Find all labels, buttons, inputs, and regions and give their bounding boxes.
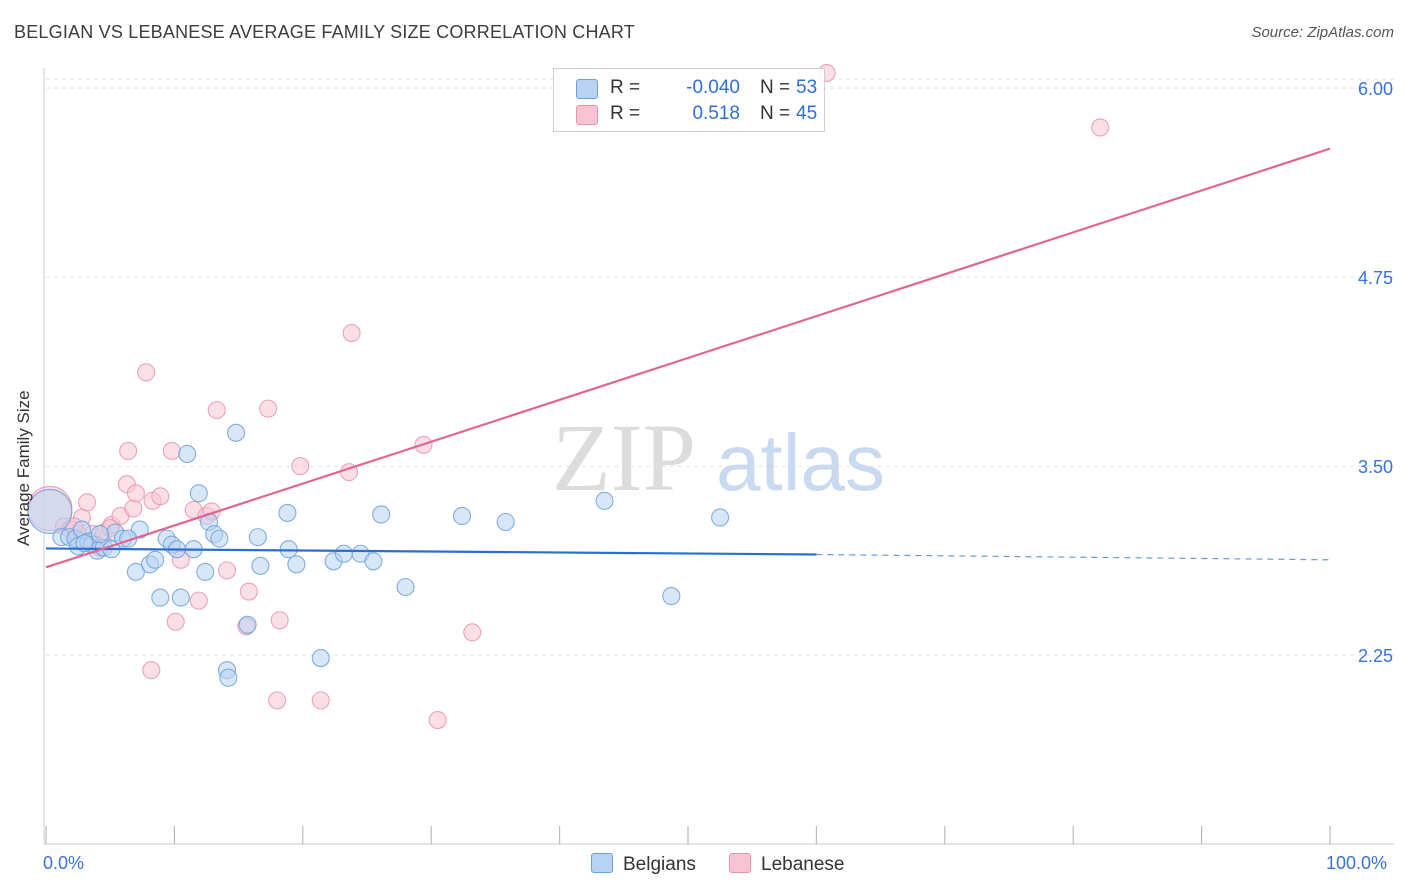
y-tick-label: 6.00 <box>1358 79 1393 99</box>
belgian-point <box>311 649 330 668</box>
belgian-point <box>496 512 515 532</box>
belgian-point <box>171 588 190 607</box>
belgian-point <box>146 550 165 569</box>
lebanese-point <box>291 457 310 476</box>
belgian-point <box>662 587 681 606</box>
axes <box>43 68 1394 845</box>
lebanese-n-label: N = <box>760 103 791 124</box>
lebanese-point <box>126 484 145 503</box>
x-tick-min: 0.0% <box>43 853 85 873</box>
belgian-point <box>126 562 145 581</box>
belgians-r-label: R = <box>610 77 641 98</box>
belgian-point <box>452 506 472 526</box>
lebanese-point <box>463 623 482 642</box>
lebanese-point <box>142 661 161 680</box>
lebanese-point <box>217 561 237 580</box>
lebanese-point <box>119 441 138 461</box>
belgian-point <box>27 488 73 534</box>
belgian-point <box>278 503 297 522</box>
belgian-point <box>396 577 415 597</box>
lebanese-point <box>78 493 97 512</box>
belgian-point <box>178 444 197 464</box>
lebanese-point <box>151 487 170 506</box>
lebanese-point <box>311 691 330 710</box>
y-axis-label: Average Family Size <box>14 390 33 546</box>
belgians-legend-swatch <box>591 853 613 873</box>
lebanese-point <box>207 401 226 420</box>
lebanese-n-value: 45 <box>796 103 818 124</box>
lebanese-point <box>1091 118 1110 137</box>
grid-lines <box>46 78 1394 656</box>
belgians-n-value: 53 <box>796 77 818 98</box>
bottom-legend-lebanese: Lebanese <box>729 853 844 876</box>
belgian-point <box>219 668 238 687</box>
belgian-point <box>248 528 267 547</box>
lebanese-point <box>259 399 278 418</box>
belgians-swatch <box>576 79 598 99</box>
y-tick-labels: 2.25 3.50 4.75 6.00 <box>1358 79 1393 666</box>
belgian-point <box>334 544 353 563</box>
y-tick-label: 3.50 <box>1358 457 1393 477</box>
lebanese-point <box>124 499 143 518</box>
belgian-point <box>238 615 257 634</box>
watermark-atlas: atlas <box>716 418 885 507</box>
belgian-point <box>595 491 614 510</box>
lebanese-point <box>268 691 287 710</box>
bottom-legend-belgians: Belgians <box>591 853 696 876</box>
lebanese-point <box>342 323 361 343</box>
chart-title: BELGIAN VS LEBANESE AVERAGE FAMILY SIZE … <box>14 22 635 42</box>
lebanese-point <box>189 591 208 610</box>
y-tick-label: 4.75 <box>1358 268 1393 288</box>
lebanese-legend-swatch <box>729 853 751 873</box>
lebanese-legend-label: Lebanese <box>761 854 845 875</box>
lebanese-point <box>270 611 289 630</box>
belgian-point <box>372 505 391 524</box>
lebanese-trend-line <box>45 147 1331 569</box>
belgian-point <box>287 555 306 574</box>
belgian-point <box>364 552 383 571</box>
belgians-trend-line <box>45 547 817 556</box>
belgian-point <box>210 529 229 548</box>
belgian-point <box>226 423 246 442</box>
lebanese-r-label: R = <box>610 103 641 124</box>
lebanese-point <box>428 710 447 730</box>
belgian-point <box>279 540 298 559</box>
belgian-point <box>251 556 270 575</box>
lebanese-r-value: 0.518 <box>692 103 740 124</box>
belgian-point <box>151 588 170 607</box>
x-tick-max: 100.0% <box>1326 853 1388 873</box>
belgians-r-value: -0.040 <box>686 77 740 98</box>
belgians-trend-extension <box>816 553 1331 561</box>
watermark: ZIP atlas <box>552 404 885 511</box>
belgians-legend-label: Belgians <box>623 854 696 875</box>
belgian-point <box>196 562 215 581</box>
watermark-zip: ZIP <box>552 404 696 511</box>
lebanese-point <box>137 363 156 382</box>
lebanese-point <box>162 441 181 461</box>
lebanese-point <box>166 612 185 631</box>
lebanese-point <box>239 582 258 601</box>
belgian-point <box>189 484 208 503</box>
lebanese-swatch <box>576 105 598 125</box>
belgian-point <box>711 508 730 527</box>
belgians-n-label: N = <box>760 77 791 98</box>
trend-lines <box>45 147 1331 569</box>
y-tick-label: 2.25 <box>1358 646 1393 666</box>
belgian-point <box>90 525 109 544</box>
belgian-point <box>75 534 94 553</box>
stats-legend: R = -0.040 N = 53 R = 0.518 N = 45 <box>553 68 825 132</box>
source-label: Source: ZipAtlas.com <box>1251 24 1394 41</box>
